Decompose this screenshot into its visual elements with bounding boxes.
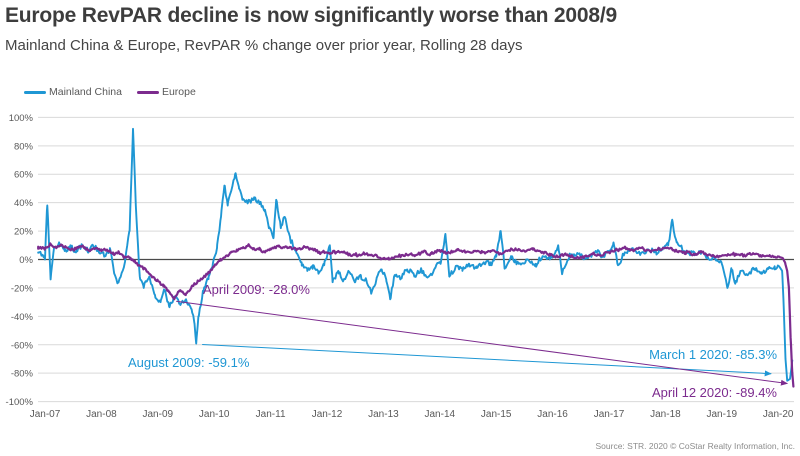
y-tick-label: -20% [11,283,34,294]
x-tick-label: Jan-20 [763,409,794,420]
x-tick-label: Jan-17 [594,409,625,420]
legend-label-europe: Europe [161,86,196,98]
y-tick-label: 60% [14,170,34,181]
y-tick-label: 100% [9,113,34,124]
x-tick-label: Jan-09 [143,409,174,420]
y-tick-label: -60% [11,340,34,351]
y-tick-label: -80% [11,369,34,380]
x-tick-label: Jan-14 [425,409,456,420]
y-tick-label: 20% [14,227,34,238]
x-tick-label: Jan-18 [650,409,681,420]
annotation-europe-april-2020: April 12 2020: -89.4% [651,385,777,400]
y-tick-label: -100% [6,397,34,408]
page-subtitle: Mainland China & Europe, RevPAR % change… [5,37,523,54]
y-tick-label: 40% [14,198,34,209]
leader-arrow-europe [176,300,788,386]
legend-item-europe: Europe [136,86,196,98]
y-tick-label: 0% [19,255,33,266]
legend-line-swatch-mainland-china [24,90,46,94]
annotation-china-march-2020: March 1 2020: -85.3% [649,347,777,362]
series-line-mainland-china [37,127,794,382]
x-tick-label: Jan-12 [312,409,343,420]
legend-line-swatch-europe [136,90,159,94]
x-tick-label: Jan-07 [30,409,61,420]
x-tick-label: Jan-16 [537,409,568,420]
y-tick-label: -40% [11,312,34,323]
x-tick-label: Jan-11 [256,409,286,420]
x-tick-label: Jan-10 [199,409,230,420]
x-tick-label: Jan-19 [707,409,738,420]
legend-label-mainland-china: Mainland China [49,86,122,98]
page-title: Europe RevPAR decline is now significant… [5,4,617,27]
source-text: Source: STR. 2020 © CoStar Realty Inform… [595,441,796,451]
annotation-china-august-2009: August 2009: -59.1% [128,355,250,370]
annotation-europe-april-2009: April 2009: -28.0% [203,282,310,297]
x-tick-label: Jan-15 [481,409,512,420]
chart-legend: Mainland China Europe [24,86,196,98]
legend-item-mainland-china: Mainland China [24,86,122,98]
x-tick-label: Jan-08 [86,409,117,420]
y-tick-label: 80% [14,141,34,152]
series-line-europe [37,242,795,388]
x-tick-label: Jan-13 [368,409,399,420]
